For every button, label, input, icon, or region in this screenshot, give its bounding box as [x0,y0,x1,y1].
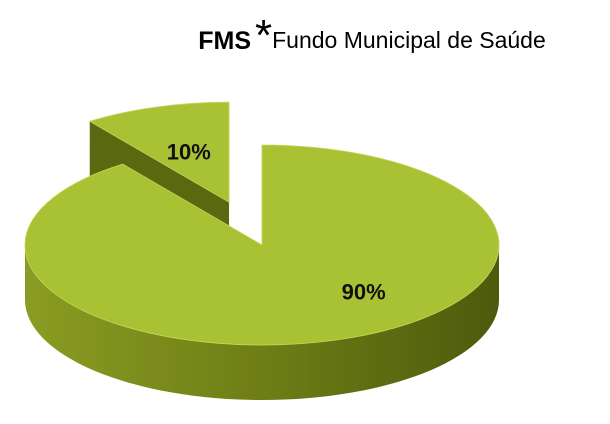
title-symbol: * [255,11,272,60]
slice-side [25,245,499,400]
slice-label: 10% [167,140,211,165]
slice [88,101,230,203]
title-block: FMS*Fundo Municipal de Saúde [198,11,546,60]
slice-label: 90% [342,280,386,305]
chart-title: FMS [198,27,251,55]
slice [24,144,500,346]
chart-subtitle: Fundo Municipal de Saúde [272,27,546,53]
